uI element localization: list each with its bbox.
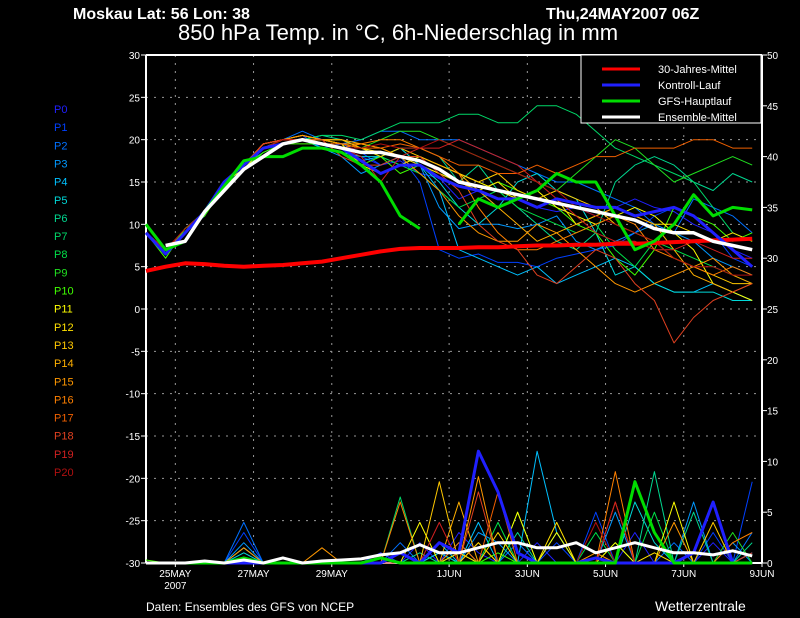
y-tick-label-left: -25: [126, 517, 141, 528]
member-legend: P0 P1 P2 P3 P4 P5 P6 P7 P8 P9 P10 P11 P12 P13 P14 P15 P1…: [54, 104, 74, 479]
x-tick-label: 5JUN: [593, 569, 618, 580]
legend: 30-Jahres-Mittel Kontroll-Lauf GFS-Hauptla…: [580, 54, 762, 124]
x-tick-label: 3JUN: [515, 569, 540, 580]
location-label: Moskau Lat: 56 Lon: 38: [73, 6, 250, 23]
x-tick-label: 7JUN: [671, 569, 696, 580]
y-tick-label-left: 10: [129, 220, 141, 231]
control-run-temp-line: [144, 138, 754, 268]
axes: -30 -25 -20 -15 -10 -5 0 5 10 15 20 25 30 0 5 10 15 20 25 3…: [126, 51, 779, 592]
y-tick-label-left: 20: [129, 136, 141, 147]
y-tick-label-right: 5: [767, 508, 773, 519]
legend-label: 30-Jahres-Mittel: [658, 64, 737, 76]
member-label-p8: P8: [54, 249, 67, 261]
legend-box: [580, 54, 762, 124]
x-tick-label: 1JUN: [437, 569, 462, 580]
data-source-label: Daten: Ensembles des GFS von NCEP: [146, 600, 354, 614]
member-label-p20: P20: [54, 467, 74, 479]
y-tick-label-left: 0: [134, 305, 140, 316]
member-temp-line-p4: [145, 139, 753, 301]
grid: [146, 55, 762, 563]
y-tick-label-right: 30: [767, 254, 779, 265]
member-label-p3: P3: [54, 158, 67, 170]
y-tick-label-right: 0: [767, 559, 773, 570]
member-label-p6: P6: [54, 213, 67, 225]
member-label-p4: P4: [54, 177, 67, 189]
member-label-p9: P9: [54, 267, 67, 279]
x-tick-label: 27MAY: [238, 569, 270, 580]
member-label-p19: P19: [54, 449, 74, 461]
member-label-p17: P17: [54, 413, 74, 425]
y-tick-label-left: -20: [126, 474, 141, 485]
y-tick-label-right: 10: [767, 457, 779, 468]
y-tick-label-right: 50: [767, 51, 779, 62]
member-label-p7: P7: [54, 231, 67, 243]
run-time-label: Thu,24MAY2007 06Z: [546, 6, 699, 23]
x-tick-year: 2007: [164, 581, 187, 592]
member-label-p0: P0: [54, 104, 67, 116]
brand-label: Wetterzentrale: [655, 598, 746, 614]
y-tick-label-right: 40: [767, 153, 779, 164]
x-tick-label: 29MAY: [316, 569, 348, 580]
member-label-p2: P2: [54, 140, 67, 152]
y-tick-label-left: 15: [129, 178, 141, 189]
legend-label: GFS-Hauptlauf: [658, 96, 732, 108]
member-label-p18: P18: [54, 431, 74, 443]
member-label-p11: P11: [54, 304, 73, 316]
y-tick-label-right: 25: [767, 305, 779, 316]
control-run-precip-line: [146, 449, 753, 565]
y-tick-label-left: 30: [129, 51, 141, 62]
y-tick-label-left: -15: [126, 432, 141, 443]
member-label-p15: P15: [54, 376, 74, 388]
member-label-p1: P1: [54, 122, 67, 134]
y-tick-label-right: 15: [767, 407, 779, 418]
member-label-p10: P10: [54, 286, 74, 298]
y-tick-label-left: -5: [131, 347, 140, 358]
y-tick-label-left: 5: [134, 263, 140, 274]
gfs-main-run-precip-line: [146, 480, 753, 565]
series-layer: [144, 105, 754, 565]
y-tick-label-right: 35: [767, 203, 779, 214]
chart-title: 850 hPa Temp. in °C, 6h-Niederschlag in …: [178, 20, 618, 45]
y-tick-label-right: 20: [767, 356, 779, 367]
y-tick-label-left: -10: [126, 390, 141, 401]
x-tick-label: 25MAY: [159, 569, 191, 580]
climate-mean-line: [145, 236, 753, 273]
member-label-p12: P12: [54, 322, 74, 334]
ensemble-mean-temp-line: [165, 137, 753, 252]
member-label-p16: P16: [54, 394, 74, 406]
legend-label: Ensemble-Mittel: [658, 112, 737, 124]
member-label-p14: P14: [54, 358, 74, 370]
x-tick-label: 9JUN: [749, 569, 774, 580]
member-label-p13: P13: [54, 340, 74, 352]
ensemble-mean-precip-line: [146, 541, 753, 565]
member-temp-line-p15: [145, 134, 753, 293]
y-tick-label-right: 45: [767, 102, 779, 113]
member-label-p5: P5: [54, 195, 67, 207]
y-tick-label-left: -30: [126, 559, 141, 570]
member-temp-line-p14: [145, 134, 753, 293]
legend-label: Kontroll-Lauf: [658, 80, 721, 92]
y-tick-label-left: 25: [129, 93, 141, 104]
